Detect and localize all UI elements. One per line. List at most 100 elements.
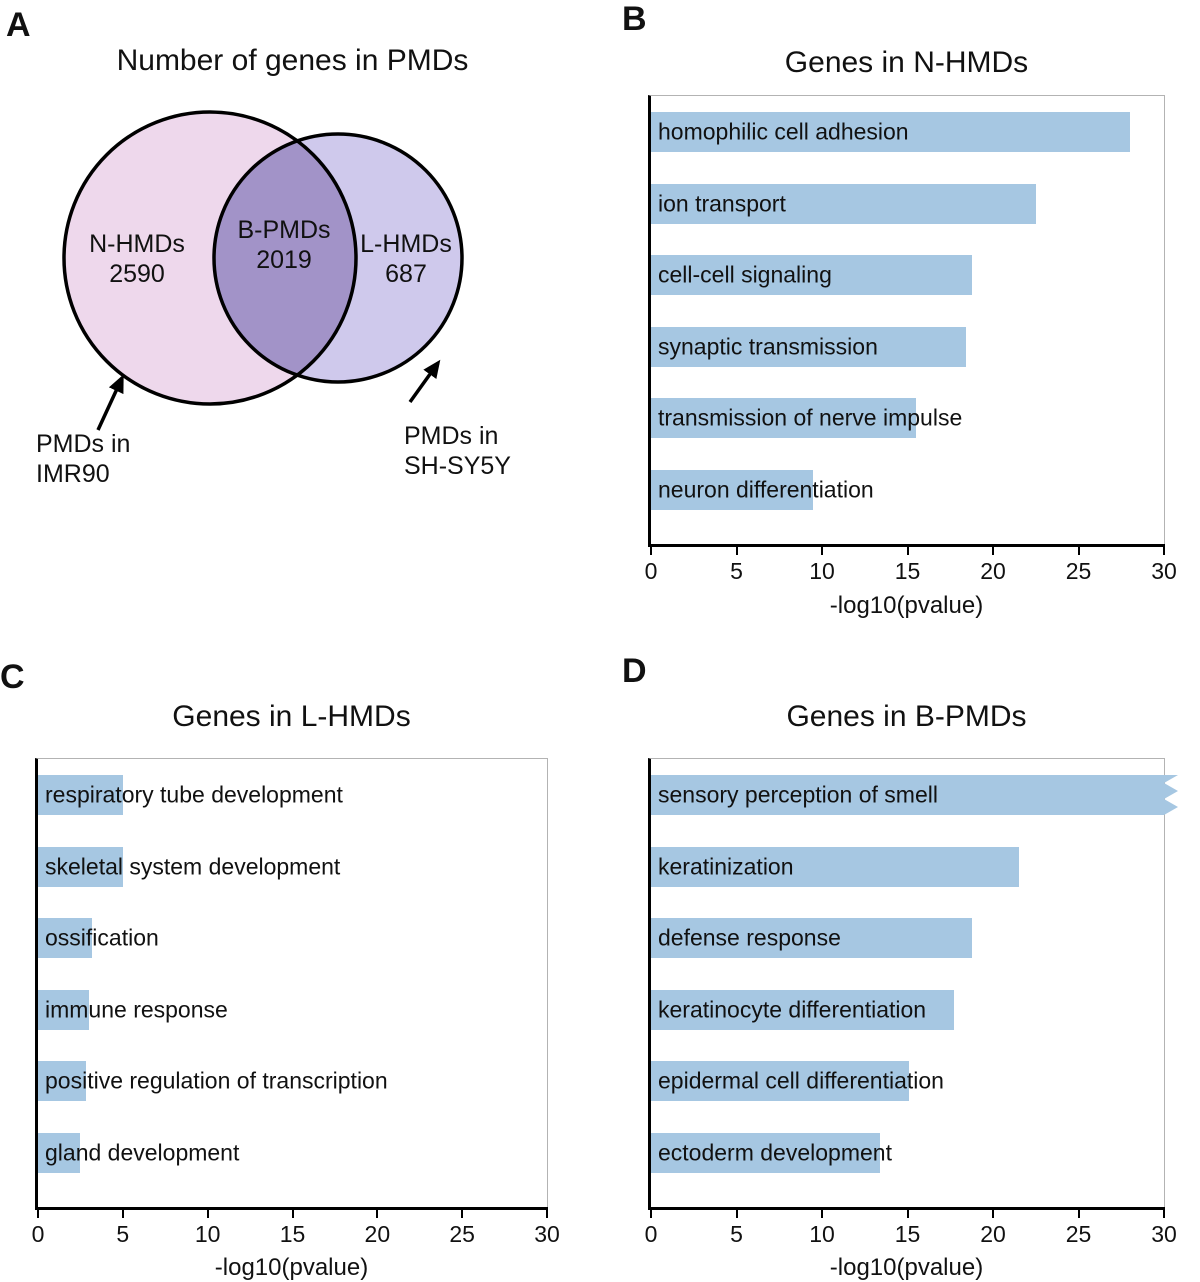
bar xyxy=(651,1061,910,1102)
bar-label: ossification xyxy=(45,924,159,951)
x-tick-label: 0 xyxy=(31,1221,45,1247)
x-tick-label: 25 xyxy=(1065,558,1092,584)
chart-title: Genes in N-HMDs xyxy=(784,46,1029,79)
bar-row: synaptic transmission xyxy=(651,326,1164,367)
x-tick-mark xyxy=(735,544,738,555)
venn-right-label: L-HMDs xyxy=(360,230,452,258)
x-tick-mark xyxy=(121,1207,124,1218)
x-tick-mark xyxy=(1077,544,1080,555)
x-tick-label: 30 xyxy=(534,1221,560,1247)
x-tick-label: 20 xyxy=(364,1221,391,1247)
x-tick-label: 5 xyxy=(730,558,743,584)
x-tick-label: 0 xyxy=(644,558,658,584)
bar-label: homophilic cell adhesion xyxy=(658,118,909,145)
chart-title: Genes in B-PMDs xyxy=(786,700,1027,733)
bar-row: skeletal system development xyxy=(38,846,547,887)
x-tick-label: 20 xyxy=(980,1221,1006,1247)
bar xyxy=(651,398,917,439)
panel-letter-a: A xyxy=(6,6,31,44)
right-arrow xyxy=(408,359,441,404)
x-tick-label: 25 xyxy=(1065,1221,1092,1247)
bar-row: epidermal cell differentiation xyxy=(651,1061,1164,1102)
venn-left-outline xyxy=(62,110,358,406)
x-tick-label: 0 xyxy=(644,1221,658,1247)
bar-row: ion transport xyxy=(651,183,1164,224)
x-tick-label: 10 xyxy=(809,1221,835,1247)
bar-label: transmission of nerve impulse xyxy=(658,404,963,431)
venn-right-outline xyxy=(212,132,464,384)
bar-label: keratinocyte differentiation xyxy=(658,996,927,1023)
x-axis-label: -log10(pvalue) xyxy=(829,1254,984,1281)
panel-d: D Genes in B-PMDs sensory perception of … xyxy=(600,640,1200,1281)
x-tick-mark xyxy=(291,1207,294,1218)
bar-label: keratinization xyxy=(658,853,794,880)
bar-row: transmission of nerve impulse xyxy=(651,398,1164,439)
venn-left-value: 2590 xyxy=(109,260,165,288)
x-tick-mark xyxy=(735,1207,738,1218)
x-tick-label: 30 xyxy=(1151,1221,1177,1247)
bar-row: cell-cell signaling xyxy=(651,255,1164,296)
chart-title: Genes in L-HMDs xyxy=(172,700,411,733)
x-tick-label: 5 xyxy=(730,1221,743,1247)
bar-rows: sensory perception of smell keratinizatio… xyxy=(651,759,1164,1207)
panel-b: B Genes in N-HMDs homophilic cell adhesi… xyxy=(600,0,1200,640)
x-tick-label: 20 xyxy=(980,558,1006,584)
x-tick-mark xyxy=(821,1207,823,1218)
bar-label: respiratory tube development xyxy=(45,781,343,808)
bar-row: ectoderm development xyxy=(651,1132,1164,1173)
venn-title: Number of genes in PMDs xyxy=(116,44,469,77)
bar xyxy=(651,183,1036,224)
venn-overlap-region xyxy=(214,134,356,382)
panel-letter-d: D xyxy=(622,652,647,690)
venn-right-value: 687 xyxy=(385,260,427,288)
bar-row: keratinocyte differentiation xyxy=(651,989,1164,1030)
bar xyxy=(38,918,93,959)
bar xyxy=(38,989,89,1030)
bar-row: keratinization xyxy=(651,846,1164,887)
left-arrow-label-line2: IMR90 xyxy=(36,460,110,488)
bar-label: sensory perception of smell xyxy=(658,781,938,808)
x-tick-label: 30 xyxy=(1151,558,1177,584)
plot-area: homophilic cell adhesion ion transport cel… xyxy=(645,95,1177,584)
bar-label: ion transport xyxy=(658,190,786,217)
bar-label: skeletal system development xyxy=(45,853,341,880)
venn-left-label: N-HMDs xyxy=(89,230,185,258)
x-tick-label: 15 xyxy=(894,558,921,584)
bar-row: gland development xyxy=(38,1132,547,1173)
bar xyxy=(651,775,1178,815)
x-tick-mark xyxy=(906,544,909,555)
bar xyxy=(651,112,1130,152)
bar-label: synaptic transmission xyxy=(658,333,878,360)
right-arrow-label-line2: SH-SY5Y xyxy=(404,452,511,480)
x-tick-mark xyxy=(37,1207,39,1218)
bar xyxy=(651,469,814,510)
right-arrow-label-line1: PMDs in xyxy=(404,422,498,450)
bar xyxy=(651,255,973,296)
bar-label: defense response xyxy=(658,924,841,951)
panel-a: A Number of genes in PMDs N-HMDs 2590 B-… xyxy=(0,0,600,640)
x-tick-label: 25 xyxy=(449,1221,475,1247)
x-tick-mark xyxy=(992,544,994,555)
bar-label: positive regulation of transcription xyxy=(45,1067,388,1094)
bar-rows: homophilic cell adhesion ion transport cel… xyxy=(651,96,1164,544)
venn-overlap-value: 2019 xyxy=(256,246,312,274)
x-tick-label: 15 xyxy=(894,1221,921,1247)
bar-row: defense response xyxy=(651,918,1164,959)
bar-label: neuron differentiation xyxy=(658,476,874,503)
bar-label: ectoderm development xyxy=(658,1139,892,1166)
x-tick-mark xyxy=(461,1207,464,1218)
panel-letter-c: C xyxy=(0,658,25,696)
bar-label: epidermal cell differentiation xyxy=(658,1067,944,1094)
bar-rows: respiratory tube development skeletal sys… xyxy=(38,759,547,1207)
x-tick-mark xyxy=(650,544,652,555)
left-arrow-label-line1: PMDs in xyxy=(36,430,130,458)
bar-row: positive regulation of transcription xyxy=(38,1061,547,1102)
bar xyxy=(651,989,954,1030)
x-axis-ticks: 0 5 10 15 20 25 30 xyxy=(645,1207,1177,1253)
venn-diagram: N-HMDs 2590 B-PMDs 2019 L-HMDs 687 PMDs … xyxy=(36,110,511,488)
x-tick-mark xyxy=(206,1207,209,1218)
x-tick-mark xyxy=(1077,1207,1080,1218)
bar-row: homophilic cell adhesion xyxy=(651,112,1164,152)
bar xyxy=(38,846,123,887)
x-tick-label: 10 xyxy=(194,1221,221,1247)
